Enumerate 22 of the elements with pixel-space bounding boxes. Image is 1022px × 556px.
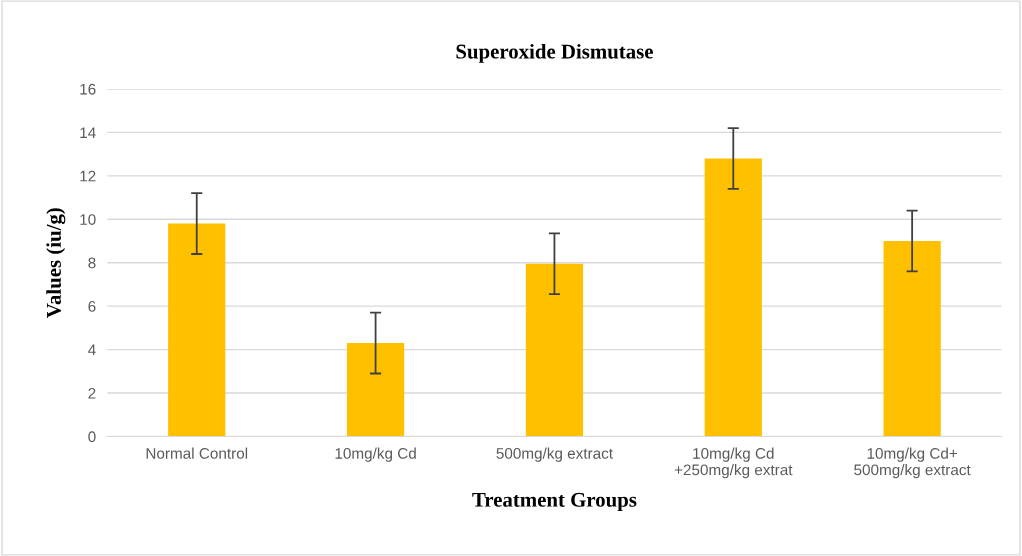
x-tick-label: 10mg/kg Cd — [335, 447, 416, 462]
x-tick-label: 10mg/kg Cd +250mg/kg extrat — [674, 447, 793, 479]
bar — [704, 158, 762, 437]
y-axis-title: Values (iu/g) — [46, 208, 66, 318]
x-axis-title: Treatment Groups — [472, 492, 637, 512]
bar — [346, 343, 405, 437]
x-tick-label: 500mg/kg extract — [496, 447, 613, 462]
y-tick-label: 14 — [80, 127, 96, 138]
bar — [168, 223, 226, 437]
y-tick-label: 6 — [88, 301, 96, 312]
chart-title: Superoxide Dismutase — [456, 43, 653, 63]
y-tick-label: 16 — [80, 83, 96, 95]
y-tick-label: 8 — [88, 257, 96, 269]
y-tick-label: 4 — [88, 344, 96, 356]
y-tick-label: 10 — [80, 214, 96, 225]
y-tick-label: 0 — [88, 431, 96, 443]
bar — [525, 263, 584, 437]
bar — [883, 240, 941, 437]
x-tick-label: Normal Control — [146, 447, 248, 459]
x-tick-label: 10mg/kg Cd+ 500mg/kg extract — [854, 447, 971, 479]
y-tick-label: 12 — [80, 170, 96, 182]
y-tick-label: 2 — [88, 387, 96, 399]
